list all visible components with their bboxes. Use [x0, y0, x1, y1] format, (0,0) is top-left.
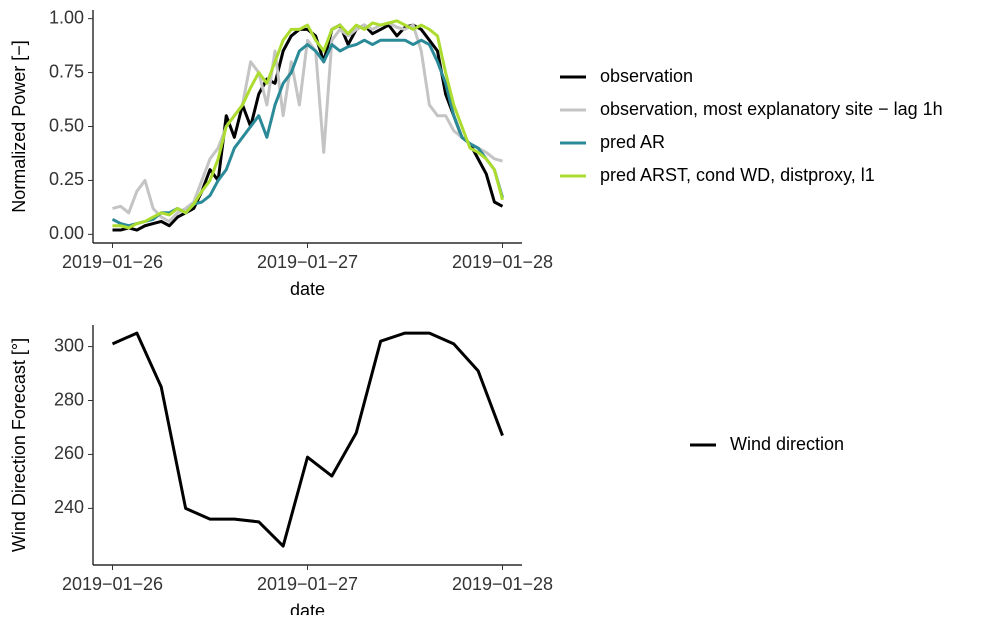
- series-line: [112, 21, 503, 223]
- series-line: [112, 23, 504, 232]
- x-axis-title: date: [290, 279, 325, 299]
- x-axis-title: date: [290, 601, 325, 615]
- series-line: [112, 19, 504, 230]
- y-axis-title: Wind Direction Forecast [°]: [9, 338, 29, 552]
- legend-label: Wind direction: [730, 434, 844, 454]
- y-axis-title: Normalized Power [−]: [9, 40, 29, 213]
- y-tick-label: 300: [54, 335, 84, 355]
- x-tick-label: 2019−01−28: [452, 252, 553, 272]
- y-tick-label: 0.25: [49, 169, 84, 189]
- legend-label: pred ARST, cond WD, distproxy, l1: [600, 165, 875, 185]
- y-tick-label: 260: [54, 443, 84, 463]
- x-tick-label: 2019−01−27: [257, 574, 358, 594]
- series-line: [111, 331, 504, 548]
- x-tick-label: 2019−01−27: [257, 252, 358, 272]
- y-tick-label: 0.00: [49, 223, 84, 243]
- y-tick-label: 1.00: [49, 7, 84, 27]
- y-tick-label: 0.75: [49, 61, 84, 81]
- x-tick-label: 2019−01−26: [62, 252, 163, 272]
- x-tick-label: 2019−01−28: [452, 574, 553, 594]
- y-tick-label: 280: [54, 389, 84, 409]
- y-tick-label: 0.50: [49, 115, 84, 135]
- legend-label: observation: [600, 66, 693, 86]
- legend-label: observation, most explanatory site − lag…: [600, 99, 943, 119]
- y-tick-label: 240: [54, 497, 84, 517]
- x-tick-label: 2019−01−26: [62, 574, 163, 594]
- legend-label: pred AR: [600, 132, 665, 152]
